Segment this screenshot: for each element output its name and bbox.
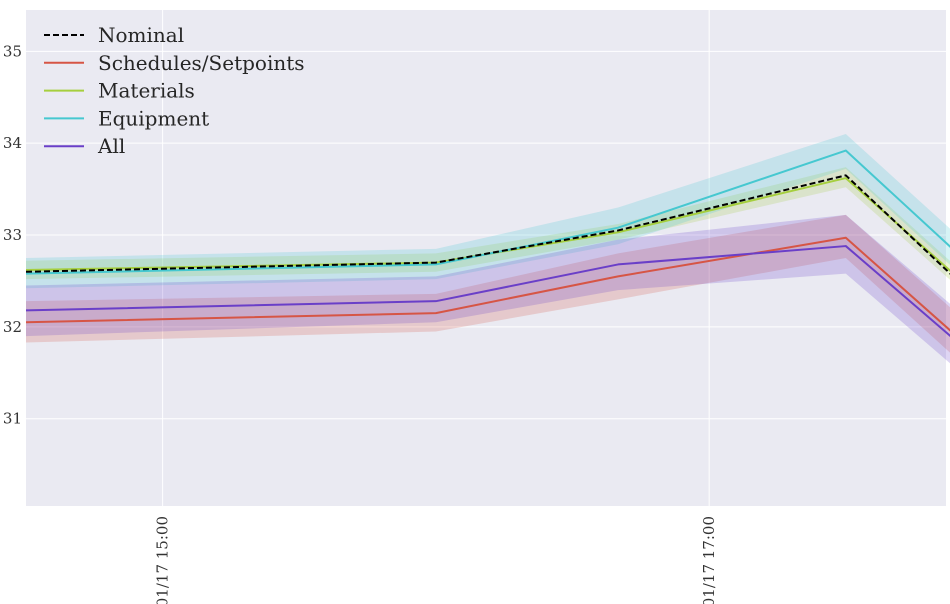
x-tick-label: 01/17 15:00 [154,516,172,604]
y-tick-label: 31 [3,410,22,428]
legend-label: Schedules/Setpoints [98,51,305,75]
y-tick-label: 32 [3,318,22,336]
band-schedules-setpoints [26,214,950,353]
y-tick-label: 34 [3,134,22,152]
y-axis: 31 32 33 34 35 [3,42,22,427]
y-tick-label: 33 [3,226,22,244]
series-lines [25,149,950,338]
x-axis: 01/17 15:00 01/17 17:00 [154,516,719,604]
line-nominal [25,174,950,275]
line-all [25,245,950,338]
x-tick-label: 01/17 17:00 [700,516,718,604]
legend-label: All [97,134,125,158]
line-schedules-setpoints [25,236,950,332]
line-equipment [25,149,950,275]
confidence-bands [26,134,950,364]
y-tick-label: 35 [3,42,22,60]
grid [26,10,946,506]
band-all [26,214,950,364]
legend-label: Nominal [98,23,184,47]
band-equipment [26,134,950,289]
plot-area [26,10,946,506]
legend: Nominal Schedules/Setpoints Materials Equip… [44,23,305,158]
legend-label: Materials [98,79,195,103]
legend-label: Equipment [98,106,209,130]
